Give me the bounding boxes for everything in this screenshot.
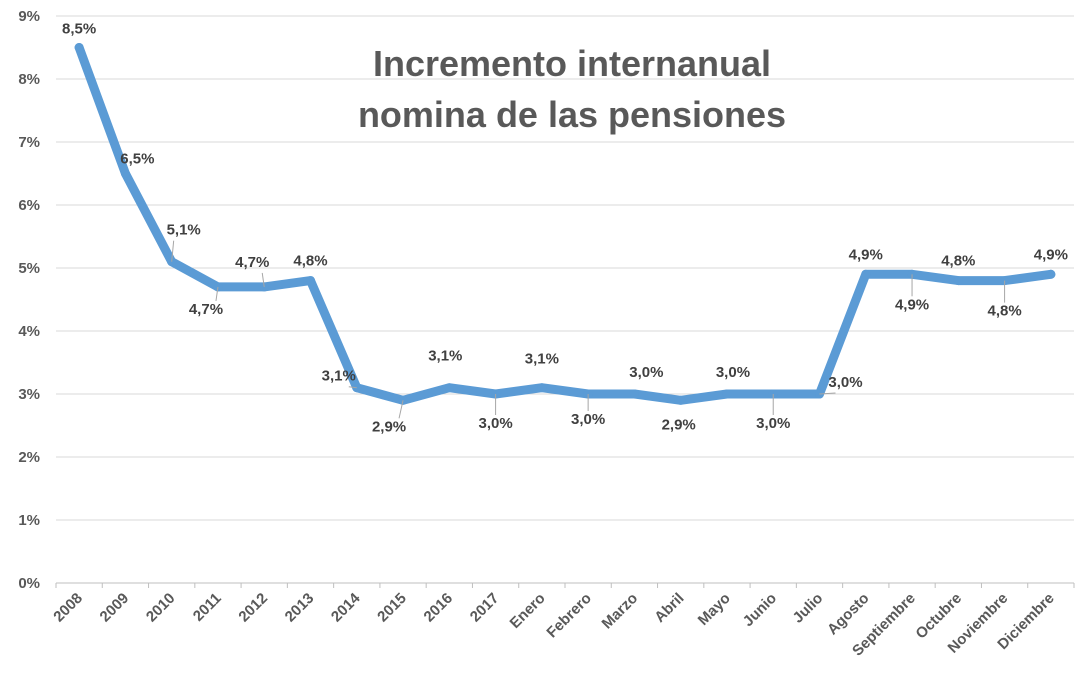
data-point	[1046, 269, 1056, 279]
x-tick-label: 2009	[97, 590, 133, 626]
data-label-leader	[215, 286, 219, 301]
data-point	[74, 43, 84, 52]
data-label: 4,9%	[849, 246, 883, 263]
data-point	[953, 276, 963, 286]
chart-title-line-1: Incremento internanual	[373, 43, 771, 84]
data-point	[722, 389, 732, 399]
data-label: 3,1%	[525, 351, 559, 368]
data-label: 5,1%	[167, 222, 201, 239]
data-label: 3,1%	[322, 368, 356, 385]
x-tick-label: Julio	[790, 590, 827, 627]
x-tick-label: 2014	[328, 589, 364, 625]
gridlines	[56, 15, 1074, 584]
data-point	[444, 383, 454, 393]
x-tick-label: 2011	[190, 590, 225, 625]
data-label: 3,0%	[756, 415, 790, 432]
data-label: 4,8%	[941, 253, 975, 270]
chart-title: Incremento internanual nomina de las pen…	[358, 43, 786, 135]
data-label: 3,0%	[629, 364, 663, 381]
x-tick-label: 2015	[374, 590, 410, 626]
x-tick-label: Mayo	[695, 590, 734, 629]
data-label: 4,9%	[895, 296, 929, 313]
chart-title-line-2: nomina de las pensiones	[358, 94, 786, 135]
x-axis-ticks: 2008 2009 2010 2011 2012 2013 2014 2015 2016 2017…	[50, 583, 1075, 660]
x-tick-label: Abril	[651, 590, 687, 626]
data-label: 4,7%	[189, 301, 223, 318]
series-line	[74, 43, 1056, 405]
data-point	[676, 395, 686, 405]
y-tick-label: 5%	[18, 260, 40, 277]
data-label: 3,0%	[828, 374, 862, 391]
data-label: 3,0%	[571, 411, 605, 428]
x-tick-label: 2008	[50, 590, 86, 626]
y-tick-label: 2%	[18, 449, 40, 466]
data-label: 8,5%	[62, 21, 96, 38]
y-tick-label: 1%	[18, 512, 40, 529]
x-tick-label: 2017	[467, 590, 503, 626]
x-tick-label: 2016	[421, 590, 457, 626]
x-tick-label: Marzo	[599, 590, 642, 633]
data-label: 4,7%	[235, 254, 269, 271]
y-tick-label: 7%	[18, 134, 40, 151]
x-tick-label: 2012	[235, 590, 271, 626]
series-layer	[74, 43, 1056, 405]
x-tick-label: 2010	[143, 590, 179, 626]
data-label-leader	[171, 240, 175, 262]
data-label: 2,9%	[372, 418, 406, 435]
y-tick-label: 6%	[18, 197, 40, 214]
data-point	[629, 389, 639, 399]
data-label: 3,1%	[428, 348, 462, 365]
data-label: 4,8%	[987, 303, 1021, 320]
data-label-leader	[819, 392, 836, 395]
y-tick-label: 9%	[18, 8, 40, 25]
data-label-leader	[348, 386, 357, 389]
data-label: 4,9%	[1034, 246, 1068, 263]
data-label-leader	[398, 400, 404, 419]
data-point	[120, 169, 130, 178]
data-label: 2,9%	[662, 416, 696, 433]
y-tick-label: 0%	[18, 575, 40, 592]
data-label-leader	[261, 272, 265, 287]
y-tick-label: 3%	[18, 386, 40, 403]
data-label: 3,0%	[716, 364, 750, 381]
y-axis-ticks: 0% 1% 2% 3% 4% 5% 6% 7% 8% 9%	[18, 8, 40, 592]
x-tick-label: 2013	[282, 590, 318, 626]
x-tick-label: Enero	[507, 590, 549, 632]
y-tick-label: 4%	[18, 323, 40, 340]
data-label: 6,5%	[120, 151, 154, 168]
x-tick-label: Febrero	[543, 590, 595, 642]
data-point	[306, 276, 315, 286]
y-tick-label: 8%	[18, 71, 40, 88]
x-tick-label: Junio	[740, 590, 780, 630]
data-point	[537, 383, 547, 393]
data-labels: 8,5% 6,5% 5,1% 4,7% 4,7% 4,8% 3,1% 2,9% 3,1% 3,0%…	[62, 21, 1068, 436]
data-label: 3,0%	[478, 415, 512, 432]
data-label: 4,8%	[293, 253, 327, 270]
data-point	[861, 269, 871, 279]
